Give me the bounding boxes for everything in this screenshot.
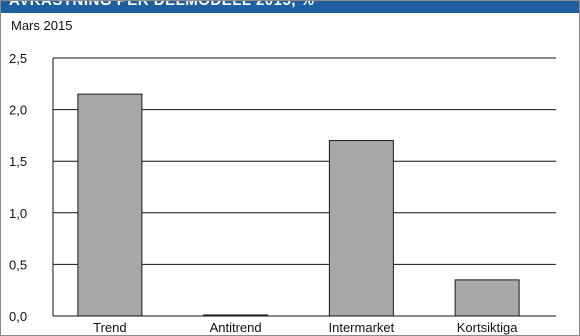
y-tick-label: 2,0 bbox=[9, 103, 27, 118]
bar-trend bbox=[77, 93, 143, 317]
bars bbox=[77, 93, 520, 317]
x-tick-label: Kortsiktiga bbox=[457, 320, 518, 335]
x-tick-label: Antitrend bbox=[210, 320, 262, 335]
y-tick-label: 2,5 bbox=[9, 51, 27, 66]
header-band: AVKASTNING PER DELMODELL 2015, % bbox=[1, 1, 579, 13]
x-tick-label: Trend bbox=[93, 320, 126, 335]
y-axis-labels: 0,0 0,5 1,0 1,5 2,0 2,5 bbox=[9, 51, 27, 324]
bar-intermarket bbox=[328, 140, 394, 317]
header-title: AVKASTNING PER DELMODELL 2015, % bbox=[9, 1, 315, 9]
y-tick-label: 1,5 bbox=[9, 154, 27, 169]
y-tick-label: 1,0 bbox=[9, 206, 27, 221]
y-tick-label: 0,5 bbox=[9, 257, 27, 272]
bar-kortsiktiga bbox=[454, 279, 520, 317]
x-tick-label: Intermarket bbox=[329, 320, 395, 335]
chart-subtitle: Mars 2015 bbox=[11, 18, 73, 33]
y-tick-label: 0,0 bbox=[9, 309, 27, 324]
x-axis-labels: Trend Antitrend Intermarket Kortsiktiga bbox=[93, 320, 518, 335]
